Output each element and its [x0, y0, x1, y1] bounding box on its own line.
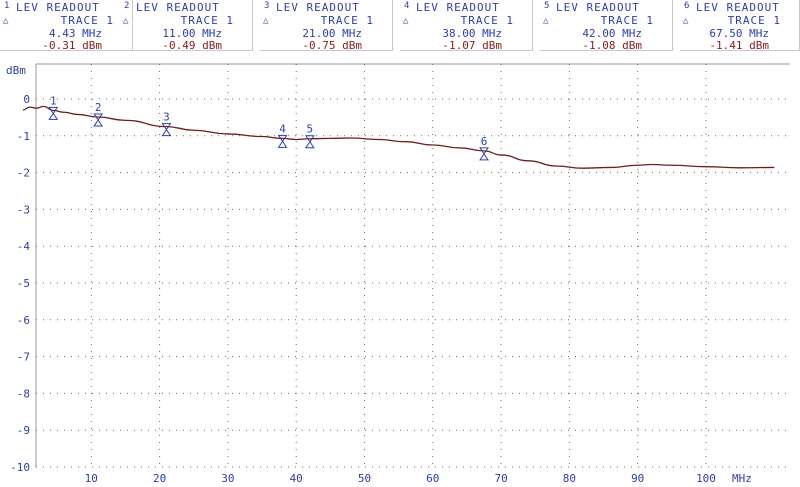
y-tick-label: -1: [17, 130, 30, 143]
marker-readout-5[interactable]: 5 △ LEV READOUT TRACE 1 42.00 MHz -1.08 …: [540, 0, 673, 52]
readout-title: LEV READOUT: [416, 1, 500, 14]
marker-triangle-icon: [277, 140, 288, 148]
marker-triangle-icon: [93, 113, 104, 121]
trace-marker-3: 3: [161, 111, 172, 137]
x-axis-ticks: 10 20 30 40 50 60 70 80 90 100: [85, 472, 716, 485]
x-tick-label: 20: [153, 472, 166, 485]
marker-triangle-icon: [161, 128, 172, 137]
readout-frequency: 21.00 MHz: [302, 27, 362, 40]
marker-readout-1[interactable]: 1 △ LEV READOUT TRACE 1 4.43 MHz -0.31 d…: [0, 0, 133, 52]
readout-frequency: 67.50 MHz: [709, 27, 769, 40]
readout-frequency: 4.43 MHz: [49, 27, 102, 40]
trace-markers: 1 2 3 4 5 6: [48, 94, 489, 161]
readout-frequency: 38.00 MHz: [442, 27, 502, 40]
marker-label: 5: [307, 123, 314, 136]
marker-number: 5: [544, 1, 550, 11]
x-tick-label: 70: [494, 472, 507, 485]
trace-1-line: [22, 105, 775, 169]
marker-triangle-icon: △: [543, 16, 549, 26]
marker-triangle-icon: [93, 119, 104, 127]
readout-title: LEV READOUT: [16, 1, 100, 14]
marker-readout-6[interactable]: 6 △ LEV READOUT TRACE 1 67.50 MHz -1.41 …: [680, 0, 800, 52]
marker-label: 3: [163, 111, 170, 124]
marker-label: 6: [481, 135, 488, 148]
marker-triangle-icon: [304, 135, 315, 143]
readout-title: LEV READOUT: [136, 1, 220, 14]
marker-number: 1: [4, 1, 10, 11]
readout-title: LEV READOUT: [556, 1, 640, 14]
y-tick-label: -10: [10, 461, 30, 474]
readout-trace: TRACE 1: [320, 14, 374, 27]
x-tick-label: 40: [290, 472, 303, 485]
readout-title: LEV READOUT: [696, 1, 780, 14]
trace-marker-6: 6: [479, 135, 489, 161]
readout-trace: TRACE 1: [460, 14, 514, 27]
readout-level: -0.31 dBm: [42, 39, 102, 52]
readout-frequency: 11.00 MHz: [162, 27, 222, 40]
y-tick-label: 0: [23, 93, 30, 106]
readout-frequency: 42.00 MHz: [582, 27, 642, 40]
x-tick-label: 100: [696, 472, 716, 485]
x-tick-label: 80: [563, 472, 576, 485]
marker-triangle-icon: [161, 123, 172, 131]
y-tick-label: -3: [17, 203, 30, 216]
x-tick-label: 90: [631, 472, 644, 485]
readout-level: -1.08 dBm: [582, 39, 642, 52]
y-tick-label: -6: [17, 314, 30, 327]
marker-triangle-icon: [48, 112, 59, 120]
trace-marker-5: 5: [304, 123, 315, 149]
readout-trace: TRACE 1: [727, 14, 781, 27]
marker-triangle-icon: △: [683, 16, 689, 26]
x-tick-label: 30: [221, 472, 234, 485]
y-axis-ticks: 0 -1 -2 -3 -4 -5 -6 -7 -8 -9 -10: [10, 93, 30, 474]
marker-triangle-icon: △: [403, 16, 409, 26]
marker-triangle-icon: △: [3, 16, 9, 26]
y-tick-label: -5: [17, 277, 30, 290]
marker-triangle-icon: [479, 147, 489, 155]
marker-label: 2: [95, 101, 102, 114]
marker-triangle-icon: △: [263, 16, 269, 26]
readout-trace: TRACE 1: [180, 14, 234, 27]
marker-number: 3: [264, 1, 270, 11]
marker-label: 1: [50, 94, 57, 107]
readout-level: -1.07 dBm: [442, 39, 502, 52]
marker-triangle-icon: [48, 106, 59, 115]
marker-triangle-icon: [304, 140, 315, 149]
marker-label: 4: [279, 122, 286, 135]
y-tick-label: -9: [17, 424, 30, 437]
readout-trace: TRACE 1: [600, 14, 654, 27]
y-tick-label: -8: [17, 387, 30, 400]
marker-triangle-icon: [277, 134, 288, 143]
marker-triangle-icon: △: [123, 16, 129, 26]
marker-triangle-icon: [479, 152, 489, 161]
y-tick-label: -2: [17, 167, 30, 180]
trace-marker-4: 4: [277, 122, 288, 148]
x-tick-label: 10: [85, 472, 98, 485]
marker-readout-bar: 1 △ LEV READOUT TRACE 1 4.43 MHz -0.31 d…: [0, 0, 800, 54]
trace-marker-2: 2: [93, 101, 104, 127]
marker-number: 4: [404, 1, 410, 11]
y-tick-label: -7: [17, 351, 30, 364]
x-axis-unit: MHz: [732, 472, 752, 485]
trace-marker-1: 1: [48, 94, 59, 120]
marker-number: 2: [124, 1, 130, 11]
y-axis-unit: dBm: [6, 64, 26, 77]
y-tick-label: -4: [17, 240, 31, 253]
readout-title: LEV READOUT: [276, 1, 360, 14]
marker-readout-3[interactable]: 3 △ LEV READOUT TRACE 1 21.00 MHz -0.75 …: [260, 0, 393, 52]
marker-readout-4[interactable]: 4 △ LEV READOUT TRACE 1 38.00 MHz -1.07 …: [400, 0, 533, 52]
x-tick-label: 60: [426, 472, 439, 485]
readout-level: -1.41 dBm: [709, 39, 769, 52]
marker-readout-2[interactable]: 2 △ LEV READOUT TRACE 1 11.00 MHz -0.49 …: [120, 0, 253, 52]
readout-trace: TRACE 1: [60, 14, 114, 27]
readout-level: -0.49 dBm: [162, 39, 222, 52]
readout-level: -0.75 dBm: [302, 39, 362, 52]
x-tick-label: 50: [358, 472, 371, 485]
marker-number: 6: [684, 1, 690, 11]
